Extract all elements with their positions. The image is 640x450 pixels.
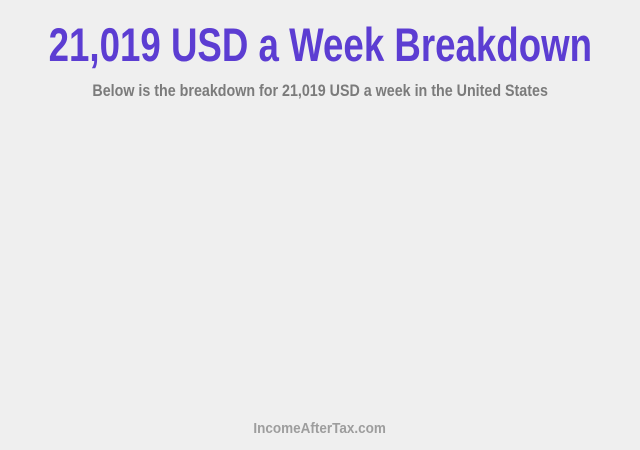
page-subtitle: Below is the breakdown for 21,019 USD a … <box>92 81 548 100</box>
watermark-text: IncomeAfterTax.com <box>253 420 387 437</box>
page-title: 21,019 USD a Week Breakdown <box>48 18 592 71</box>
empty-chart-area <box>0 101 640 420</box>
